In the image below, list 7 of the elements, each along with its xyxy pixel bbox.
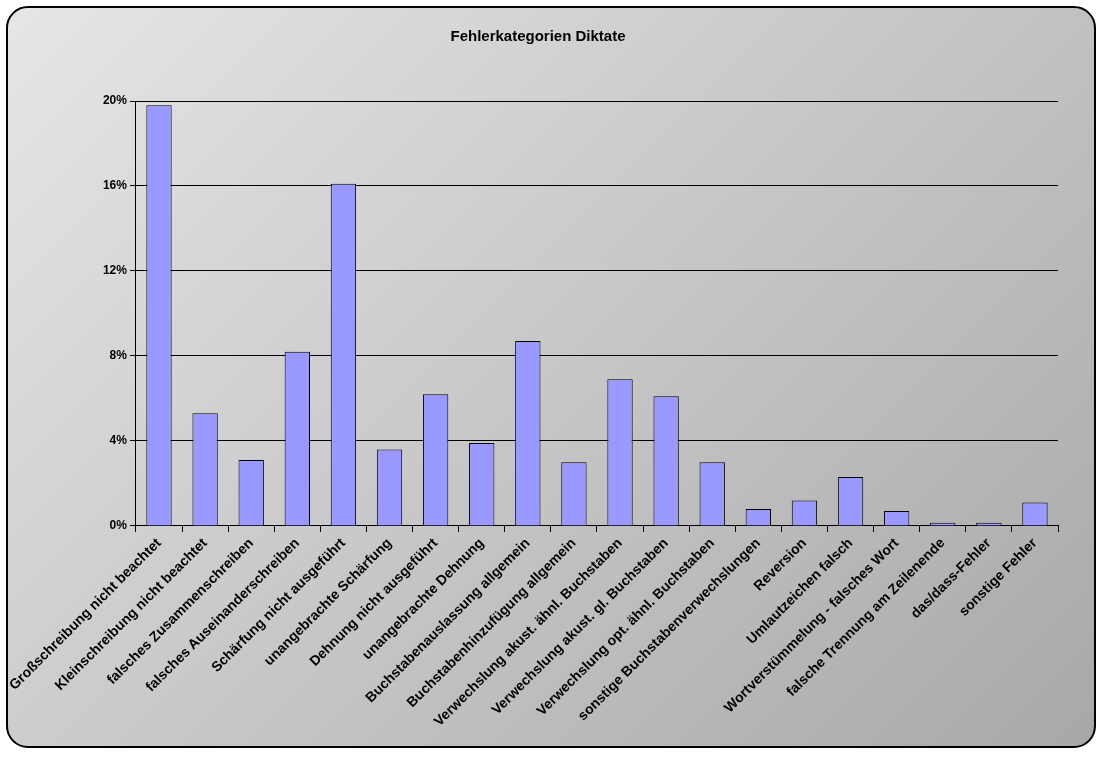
- y-tick-label: 20%: [102, 93, 128, 108]
- y-tick-label: 0%: [109, 518, 128, 533]
- y-tick-label: 8%: [109, 348, 128, 363]
- y-tick-label: 4%: [109, 433, 128, 448]
- y-tick-label: 16%: [102, 178, 128, 193]
- y-tick-label: 12%: [102, 263, 128, 278]
- chart-title: Fehlerkategorien Diktate: [450, 27, 626, 45]
